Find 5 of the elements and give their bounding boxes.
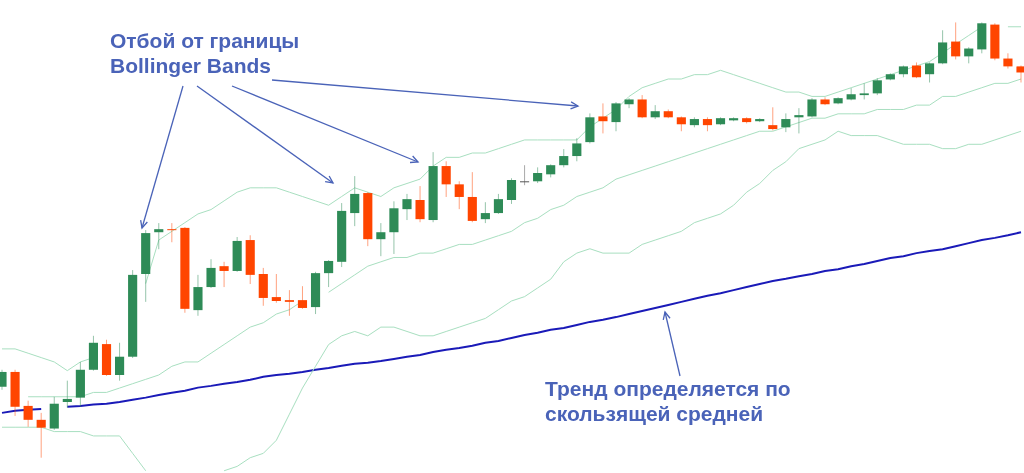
annotation: Отбой от границы Bollinger Bands [110,28,300,78]
candlestick [1016,65,1024,83]
candlestick [1003,52,1013,70]
annotation: Тренд определяется по скользящей средней [545,376,791,426]
candlestick [624,97,634,109]
